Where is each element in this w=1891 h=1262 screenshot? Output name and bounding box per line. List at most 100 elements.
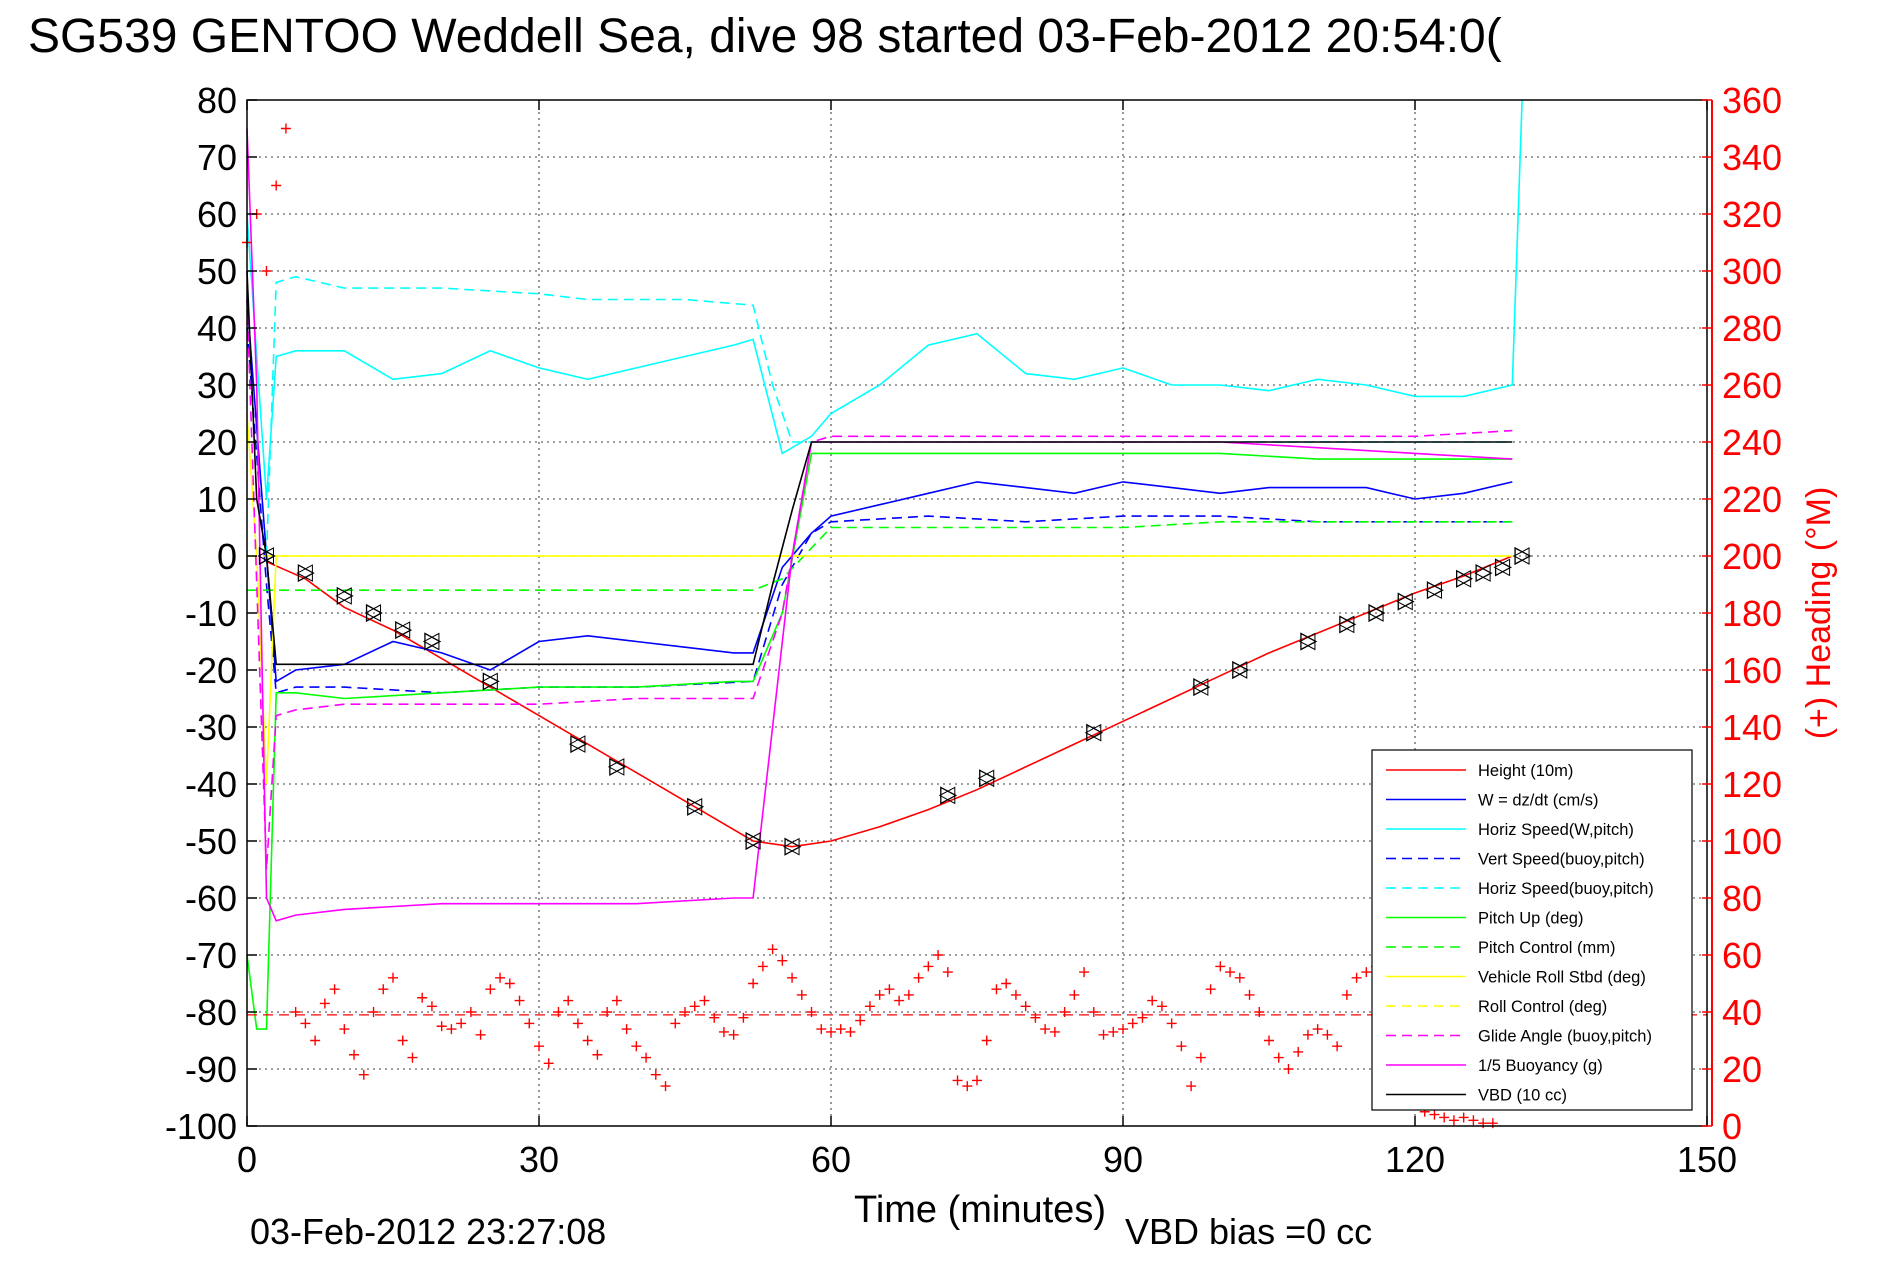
- y-tick-label-left: 30: [197, 365, 237, 406]
- heading-point: [1361, 967, 1372, 978]
- heading-point: [962, 1081, 973, 1092]
- heading-point: [426, 1001, 437, 1012]
- heading-point: [563, 995, 574, 1006]
- heading-point: [641, 1052, 652, 1063]
- heading-point: [1429, 1109, 1440, 1120]
- legend-label: Glide Angle (buoy,pitch): [1478, 1028, 1652, 1046]
- heading-point: [1312, 1024, 1323, 1035]
- triangle-marker-reverse: [1337, 615, 1355, 634]
- triangle-marker-reverse: [1474, 564, 1491, 582]
- legend-label: Vehicle Roll Stbd (deg): [1478, 969, 1646, 987]
- chart-title: SG539 GENTOO Weddell Sea, dive 98 starte…: [28, 10, 1502, 63]
- x-tick-label: 0: [237, 1139, 257, 1180]
- legend-label: Horiz Speed(W,pitch): [1478, 821, 1634, 839]
- heading-point: [923, 961, 934, 972]
- heading-point: [592, 1049, 603, 1060]
- heading-point: [1264, 1035, 1274, 1046]
- triangle-marker-reverse: [1493, 558, 1511, 577]
- y-tick-label-right: 100: [1722, 821, 1782, 862]
- y-tick-label-left: 80: [197, 80, 237, 121]
- heading-point: [718, 1026, 729, 1037]
- heading-point: [300, 1018, 311, 1029]
- x-tick-label: 30: [519, 1139, 559, 1180]
- heading-point: [699, 995, 710, 1006]
- heading-point: [407, 1052, 418, 1063]
- y-tick-label-right: 60: [1722, 935, 1762, 976]
- heading-point: [1049, 1026, 1060, 1037]
- heading-point: [1010, 989, 1021, 1000]
- x-tick-label: 90: [1103, 1139, 1143, 1180]
- heading-point: [894, 995, 905, 1006]
- heading-point: [816, 1024, 827, 1035]
- heading-point: [465, 1007, 476, 1017]
- y-tick-label-right: 280: [1722, 308, 1782, 349]
- y-tick-label-right: 300: [1722, 251, 1782, 292]
- heading-point: [495, 972, 506, 983]
- y-tick-label-right: 340: [1722, 137, 1782, 178]
- heading-point: [611, 995, 622, 1006]
- y-tick-label-left: 70: [197, 137, 237, 178]
- y-tick-label-left: 20: [197, 422, 237, 463]
- heading-point: [738, 1012, 749, 1023]
- legend: Height (10m) W = dz/dt (cm/s) Horiz Speed(…: [1371, 749, 1693, 1111]
- legend-label: Vert Speed(buoy,pitch): [1478, 851, 1645, 869]
- heading-point: [378, 984, 389, 995]
- heading-point: [329, 984, 340, 995]
- heading-point: [1225, 967, 1236, 978]
- heading-point: [1332, 1041, 1343, 1052]
- y-tick-label-right: 240: [1722, 422, 1782, 463]
- series-vbd-10-cc: [246, 270, 1513, 666]
- heading-point: [397, 1035, 408, 1046]
- heading-point: [1166, 1018, 1177, 1029]
- heading-point: [1234, 972, 1245, 983]
- y-tick-label-left: 10: [197, 479, 237, 520]
- heading-point: [1137, 1012, 1148, 1023]
- heading-point: [884, 984, 895, 995]
- y-tick-label-left: -30: [185, 707, 237, 748]
- y-tick-label-right: 40: [1722, 992, 1762, 1033]
- heading-point: [1448, 1115, 1459, 1126]
- series-vert-speed-buoy-pitch: [246, 327, 1513, 694]
- heading-point: [1040, 1024, 1051, 1035]
- heading-point: [417, 992, 428, 1003]
- heading-point: [1079, 967, 1090, 978]
- y-tick-label-right: 260: [1722, 365, 1782, 406]
- heading-point: [972, 1075, 982, 1086]
- y-tick-label-left: -20: [185, 650, 237, 691]
- heading-point: [913, 972, 924, 983]
- heading-point: [1439, 1112, 1450, 1123]
- triangle-marker-reverse: [1084, 723, 1102, 742]
- triangle-marker-reverse: [568, 735, 586, 753]
- triangle-marker-reverse: [296, 564, 313, 582]
- y-tick-label-left: -50: [185, 821, 237, 862]
- heading-point: [1069, 989, 1080, 1000]
- heading-point: [864, 1001, 875, 1012]
- heading-point: [952, 1075, 963, 1086]
- legend-label: 1/5 Buoyancy (g): [1478, 1057, 1603, 1075]
- y-tick-label-right: 80: [1722, 878, 1762, 919]
- legend-label: Pitch Up (deg): [1478, 910, 1583, 928]
- triangle-marker-reverse: [335, 587, 352, 605]
- heading-point: [475, 1029, 486, 1040]
- legend-label: Height (10m): [1478, 762, 1573, 780]
- x-tick-label: 120: [1385, 1139, 1445, 1180]
- heading-point: [1341, 989, 1352, 1000]
- heading-point: [855, 1015, 866, 1026]
- heading-point: [728, 1029, 739, 1040]
- heading-point: [602, 1007, 613, 1017]
- heading-point: [826, 1026, 836, 1037]
- triangle-marker-reverse: [393, 621, 411, 639]
- heading-point: [796, 989, 807, 1000]
- y-tick-label-left: -100: [165, 1106, 237, 1147]
- right-axis-label: (+) Heading (°M): [1800, 487, 1838, 740]
- legend-label: Pitch Control (mm): [1478, 939, 1616, 957]
- heading-point: [280, 123, 291, 134]
- right-axis-ticks: 3603403203002802602402202001801601401201…: [1702, 80, 1782, 1147]
- triangle-marker-reverse: [607, 758, 625, 776]
- heading-point: [1108, 1026, 1119, 1037]
- heading-point: [806, 1007, 817, 1017]
- heading-point: [339, 1024, 350, 1035]
- y-tick-label-left: -70: [185, 935, 237, 976]
- heading-point: [689, 1001, 700, 1012]
- heading-point: [1156, 1001, 1167, 1012]
